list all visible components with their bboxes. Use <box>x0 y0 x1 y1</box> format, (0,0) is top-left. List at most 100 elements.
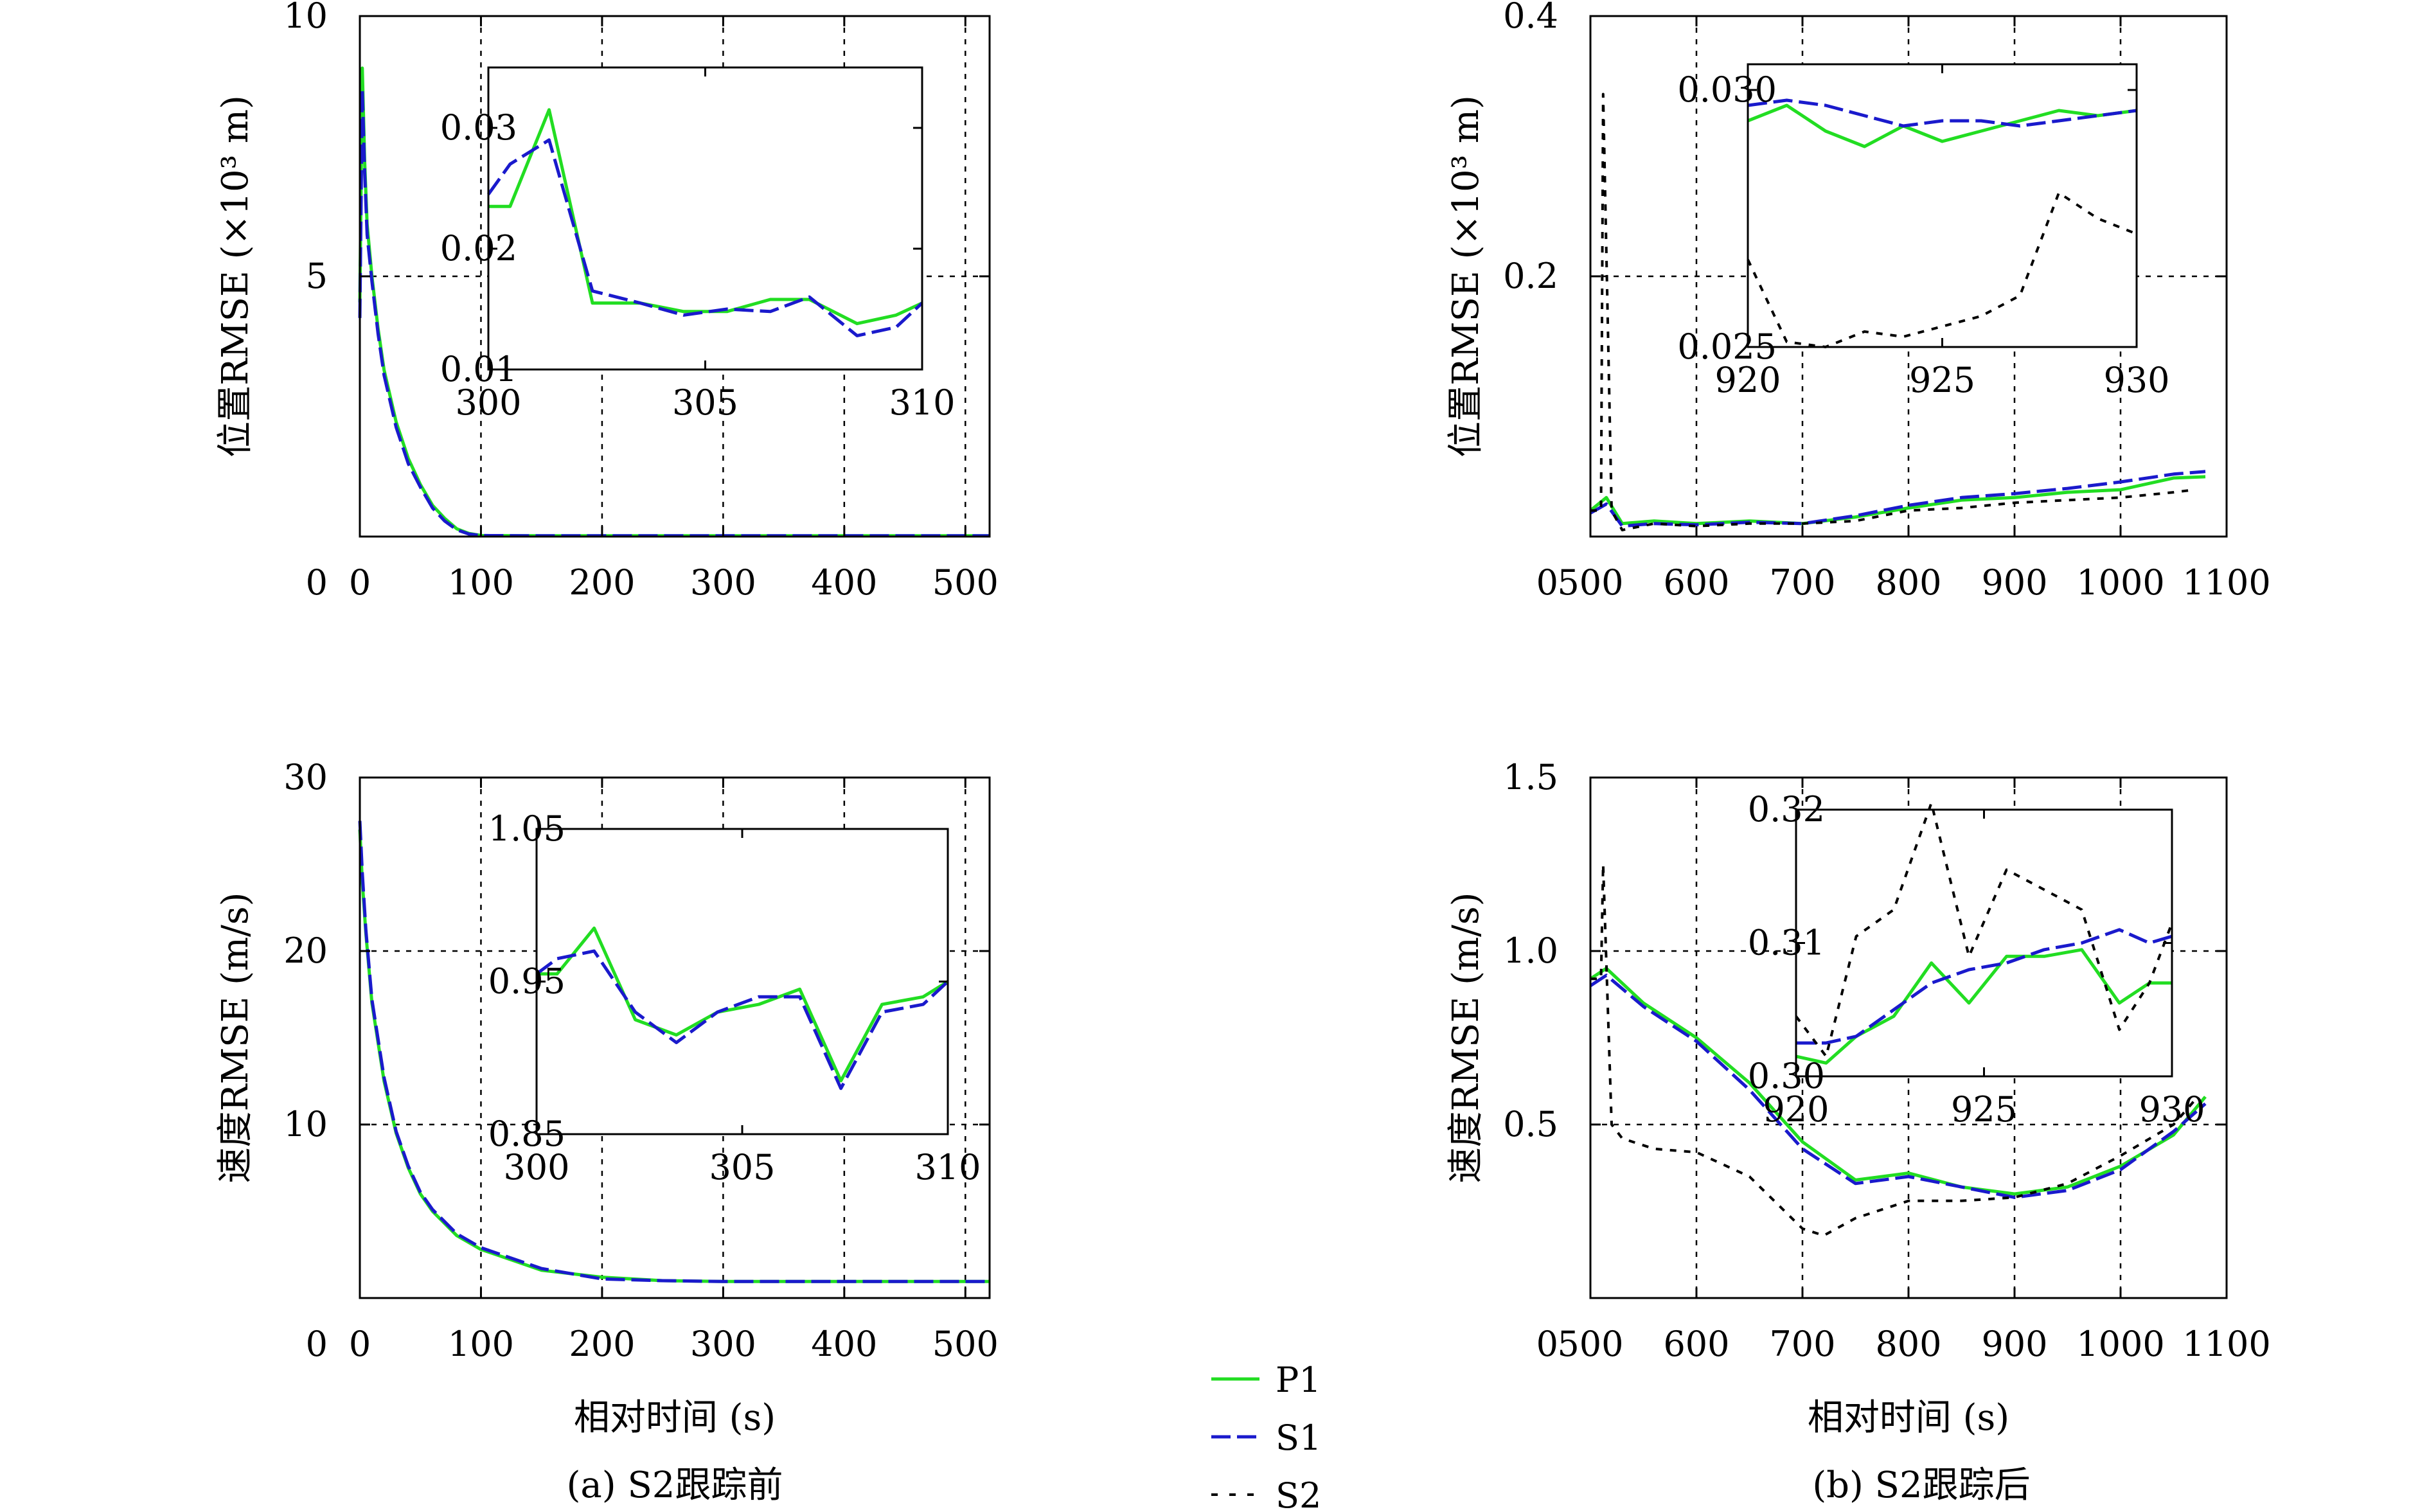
y-tick-label: 0.2 <box>1503 256 1558 296</box>
inset-y-tick-label: 0.02 <box>440 228 517 269</box>
panel-a_vel: 0 100 200 300 400 500 0 10 20 30 速度RMSE (m/s) 相对时间 … <box>215 757 999 1439</box>
inset-x-tick-label: 310 <box>914 1147 981 1187</box>
panel-a_pos: 0 100 200 300 400 500 0 5 10 位置RMSE (×10³ m) 300 30… <box>215 0 999 603</box>
x-tick-label: 200 <box>569 562 635 603</box>
inset-x-tick-label: 930 <box>2103 360 2169 400</box>
x-tick-label: 700 <box>1769 1324 1835 1364</box>
legend-label-p1: P1 <box>1276 1360 1321 1400</box>
x-tick-label: 100 <box>448 562 514 603</box>
inset-y-tick-label: 0.85 <box>488 1114 565 1154</box>
inset-b_vel-series-s2 <box>1795 801 2173 1058</box>
x-tick-label: 800 <box>1875 1324 1941 1364</box>
inset-y-tick-label: 1.05 <box>488 808 565 849</box>
y-axis-title: 速度RMSE (m/s) <box>1445 893 1487 1184</box>
inset-b_pos-series-s1 <box>1747 98 2137 128</box>
y-tick-label: 0 <box>306 562 328 603</box>
y-tick-label: 30 <box>283 757 328 797</box>
x-tick-label: 600 <box>1663 562 1729 603</box>
x-tick-label: 200 <box>569 1324 635 1364</box>
inset-x-tick-label: 310 <box>889 382 955 423</box>
x-tick-label: 300 <box>690 1324 756 1364</box>
inset-x-tick-label: 300 <box>503 1147 569 1187</box>
x-tick-label: 900 <box>1981 1324 2047 1364</box>
x-tick-label: 400 <box>811 1324 877 1364</box>
y-tick-label: 20 <box>283 930 328 971</box>
panel-b_vel: 500 600 700 800 900 1000 1100 0 0.5 1.0 1.5 速度RMSE … <box>1445 757 2271 1439</box>
inset-b_vel: 920 925 930 0.30 0.31 0.32 <box>1748 789 2205 1130</box>
x-tick-label: 500 <box>1557 562 1623 603</box>
x-tick-label: 0 <box>349 562 371 603</box>
x-tick-label: 100 <box>448 1324 514 1364</box>
x-axis-title: 相对时间 (s) <box>1808 1397 2009 1439</box>
inset-x-tick-label: 925 <box>1909 360 1975 400</box>
inset-b_vel-series-p1 <box>1795 948 2172 1065</box>
x-tick-label: 800 <box>1875 562 1941 603</box>
b_vel-series-s2 <box>1590 863 2196 1237</box>
inset-background <box>1796 810 2172 1076</box>
legend-label-s1: S1 <box>1276 1418 1321 1458</box>
x-tick-label: 500 <box>932 1324 999 1364</box>
legend-label-s2: S2 <box>1276 1475 1321 1512</box>
inset-b_pos-series-s2 <box>1747 191 2137 348</box>
y-tick-label: 10 <box>283 1104 328 1144</box>
inset-a_vel: 300 305 310 0.85 0.95 1.05 <box>488 808 981 1187</box>
inset-y-tick-label: 0.31 <box>1748 923 1825 963</box>
x-tick-label: 500 <box>932 562 999 603</box>
inset-x-tick-label: 930 <box>2139 1089 2205 1130</box>
inset-background <box>537 829 948 1134</box>
b_vel-series-s1 <box>1589 974 2207 1199</box>
y-tick-label: 0 <box>1536 562 1558 603</box>
inset-x-tick-label: 920 <box>1714 360 1781 400</box>
y-axis-title: 速度RMSE (m/s) <box>215 893 256 1184</box>
inset-x-tick-label: 925 <box>1951 1089 2017 1130</box>
b_pos-series-s1 <box>1589 470 2206 528</box>
y-tick-label: 10 <box>283 0 328 36</box>
inset-x-tick-label: 305 <box>709 1147 775 1187</box>
x-tick-label: 900 <box>1981 562 2047 603</box>
y-axis-title: 位置RMSE (×10³ m) <box>215 95 256 458</box>
legend: P1 S1 S2 <box>1211 1360 1321 1512</box>
inset-b_pos: 920 925 930 0.025 0.030 <box>1677 63 2170 400</box>
inset-y-tick-label: 0.01 <box>440 349 517 389</box>
inset-x-tick-label: 300 <box>455 382 521 423</box>
inset-a_pos-series-s1 <box>486 138 923 337</box>
x-tick-label: 1100 <box>2182 1324 2270 1364</box>
inset-a_pos-series-p1 <box>488 108 923 326</box>
y-tick-label: 0.4 <box>1503 0 1558 36</box>
caption-b: (b) S2跟踪后 <box>1812 1464 2030 1506</box>
y-tick-label: 1.0 <box>1503 930 1558 971</box>
inset-y-tick-label: 0.03 <box>440 107 517 148</box>
inset-b_pos-series-p1 <box>1747 103 2137 148</box>
b_pos-series-s2 <box>1590 93 2195 531</box>
x-axis-title: 相对时间 (s) <box>574 1397 776 1439</box>
caption-a: (a) S2跟踪前 <box>567 1464 783 1506</box>
y-tick-label: 5 <box>306 256 328 296</box>
x-tick-label: 600 <box>1663 1324 1729 1364</box>
inset-a_vel-series-p1 <box>537 926 949 1083</box>
x-tick-label: 700 <box>1769 562 1835 603</box>
x-tick-label: 0 <box>349 1324 371 1364</box>
x-tick-label: 400 <box>811 562 877 603</box>
inset-a_vel-series-s1 <box>535 949 949 1090</box>
x-tick-label: 300 <box>690 562 756 603</box>
y-tick-label: 0.5 <box>1503 1104 1558 1144</box>
inset-x-tick-label: 305 <box>672 382 738 423</box>
x-tick-label: 1100 <box>2182 562 2270 603</box>
b_pos-series-p1 <box>1589 475 2206 526</box>
y-tick-label: 1.5 <box>1503 757 1558 797</box>
inset-y-tick-label: 0.025 <box>1677 326 1777 367</box>
x-tick-label: 1000 <box>2076 1324 2164 1364</box>
inset-y-tick-label: 0.32 <box>1748 789 1825 830</box>
inset-b_vel-series-s1 <box>1796 928 2173 1045</box>
inset-y-tick-label: 0.30 <box>1748 1056 1825 1096</box>
b_vel-series-p1 <box>1589 966 2207 1196</box>
inset-y-tick-label: 0.030 <box>1677 69 1777 110</box>
panel-b_pos: 500 600 700 800 900 1000 1100 0 0.2 0.4 位置RMSE (×1… <box>1445 0 2271 603</box>
x-tick-label: 1000 <box>2076 562 2164 603</box>
inset-y-tick-label: 0.95 <box>488 961 565 1002</box>
y-tick-label: 0 <box>306 1324 328 1364</box>
y-axis-title: 位置RMSE (×10³ m) <box>1445 95 1487 458</box>
x-tick-label: 500 <box>1557 1324 1623 1364</box>
